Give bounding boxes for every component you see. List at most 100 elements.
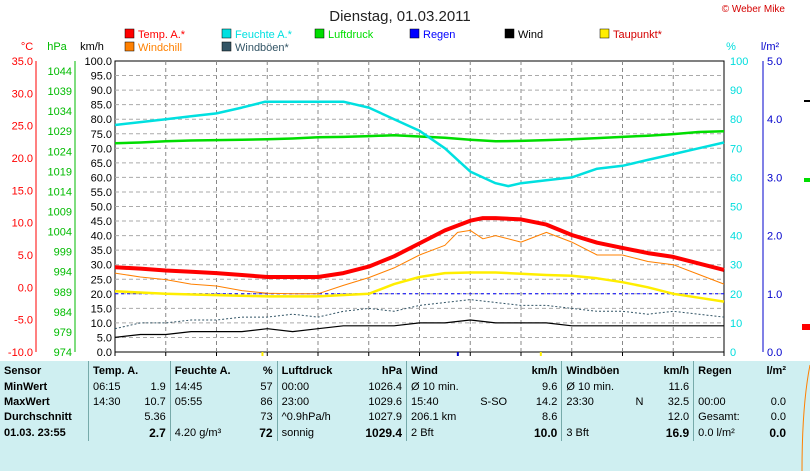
axis-tick-label: 40.0 xyxy=(91,231,112,243)
edge-panel xyxy=(790,361,810,471)
axis-tick-label: 1004 xyxy=(48,227,72,239)
temp-header: Temp. A. xyxy=(88,361,171,379)
axis-tick-label: 5.0 xyxy=(767,56,782,68)
chart-title: Dienstag, 01.03.2011 xyxy=(329,8,471,25)
axis-tick-label: 1029 xyxy=(48,126,72,138)
axis-tick-label: 75.0 xyxy=(91,129,112,141)
stats-row-max: MaxWert 14:30 10.7 05:55 86 23:00 1029.6… xyxy=(0,394,790,410)
boeen-header: Windböen xyxy=(561,361,652,379)
right-edge-strip xyxy=(790,0,810,472)
luftdruck-forecast: sonnig xyxy=(276,425,351,441)
axis-tick-label: 45.0 xyxy=(91,216,112,228)
feuchte-value: 86 xyxy=(260,396,273,409)
axis-tick-label: 1039 xyxy=(48,86,72,98)
axis-tick-label: 0.0 xyxy=(18,282,33,294)
legend-swatch xyxy=(124,41,135,52)
temp-time xyxy=(88,409,134,426)
legend-swatch xyxy=(409,28,420,39)
axis-tick-label: 5.0 xyxy=(97,332,112,344)
axis-tick-label: 90.0 xyxy=(91,85,112,97)
axis-tick-label: 100 xyxy=(730,56,748,68)
axis-tick-label: -10.0 xyxy=(8,347,33,359)
boeen-value: 16.9 xyxy=(665,425,690,440)
axis-tick-label: 5.0 xyxy=(18,250,33,262)
axis-tick-label: 70 xyxy=(730,143,742,155)
temp-value: 10.7 xyxy=(144,396,166,409)
row-label: 01.03. 23:55 xyxy=(4,426,66,439)
axis-tick-label: 10 xyxy=(730,318,742,330)
wind-value: 14.2 xyxy=(535,396,558,409)
axis-tick-label: 50 xyxy=(730,202,742,214)
axis-tick-label: 55.0 xyxy=(91,187,112,199)
wind-value: 9.6 xyxy=(542,380,558,393)
axes-units: °C hPa km/h% l/m² xyxy=(21,41,780,53)
row-label: MinWert xyxy=(4,380,48,393)
axis-tick-label: 30.0 xyxy=(91,260,112,272)
wind-dir xyxy=(476,410,519,425)
boeen-dir: N xyxy=(635,396,644,409)
plot-grid xyxy=(115,61,724,352)
axis-ticks: 35.0 30.0 25.0 20.0 15.0 10.0 5.0 0.0 -5.0 -10.0 1… xyxy=(8,56,782,359)
luftdruck-time: 00:00 xyxy=(276,379,351,395)
chart-series xyxy=(114,100,725,338)
wind-value: 8.6 xyxy=(542,411,558,424)
wind-value: 10.0 xyxy=(533,425,558,440)
legend-label: Taupunkt* xyxy=(613,29,663,41)
feuchte-value: 72 xyxy=(259,425,273,440)
luftdruck-value: 1026.4 xyxy=(368,380,403,393)
axis-tick-label: 999 xyxy=(54,247,72,259)
stats-panel: Sensor Temp. A. Feuchte A. % Luftdruck h… xyxy=(0,361,790,471)
copyright-label: © Weber Mike xyxy=(722,4,786,15)
series-line xyxy=(114,271,725,303)
axis-tick-label: 25.0 xyxy=(91,274,112,286)
axis-tick-label: -5.0 xyxy=(14,315,33,327)
axis-tick-label: 25.0 xyxy=(12,121,33,133)
temp-value: 5.36 xyxy=(144,411,166,424)
axis-tick-label: 30.0 xyxy=(12,88,33,100)
luftdruck-header: Luftdruck xyxy=(276,361,351,379)
luftdruck-value: 1027.9 xyxy=(368,411,403,424)
regen-value: 0.0 xyxy=(769,425,786,440)
axis-tick-label: 60.0 xyxy=(91,172,112,184)
axis-tick-label: 50.0 xyxy=(91,202,112,214)
boeen-bft: 3 Bft xyxy=(561,425,632,441)
axis-tick-label: 40 xyxy=(730,231,742,243)
legend-label: Windböen* xyxy=(235,42,290,54)
axis-tick-label: 35.0 xyxy=(12,56,33,68)
axis-tick-label: 70.0 xyxy=(91,143,112,155)
axis-tick-label: 1024 xyxy=(48,146,72,158)
stats-header-row: Sensor Temp. A. Feuchte A. % Luftdruck h… xyxy=(0,361,790,379)
legend-label: Wind xyxy=(518,29,543,41)
legend-swatch xyxy=(124,28,135,39)
axis-tick-label: 0.0 xyxy=(767,347,782,359)
axis-tick-label: 1014 xyxy=(48,186,72,198)
axis-tick-label: 20 xyxy=(730,289,742,301)
boeen-unit: km/h xyxy=(663,365,690,377)
temp-value: 2.7 xyxy=(149,425,166,440)
luftdruck-unit: hPa xyxy=(381,365,403,377)
luftdruck-time: 23:00 xyxy=(276,394,351,410)
series-line xyxy=(114,229,725,295)
legend-swatch xyxy=(221,28,232,39)
feuchte-header: Feuchte A. xyxy=(169,361,250,379)
stats-table: Sensor Temp. A. Feuchte A. % Luftdruck h… xyxy=(0,361,790,441)
axis-tick-label: 0.0 xyxy=(97,347,112,359)
row-label: Sensor xyxy=(4,365,42,377)
series-line xyxy=(114,319,724,338)
boeen-value: 11.6 xyxy=(668,380,690,393)
stats-row-current: 01.03. 23:55 2.7 4.20 g/m³ 72 sonnig 102… xyxy=(0,425,790,441)
wind-label: 206.1 km xyxy=(406,409,477,426)
series-line xyxy=(114,100,725,188)
boeen-dir xyxy=(632,410,652,425)
series-line xyxy=(114,129,725,145)
axis-tick-label: 100.0 xyxy=(84,56,112,68)
legend-label: Regen xyxy=(423,29,455,41)
axis-tick-label: 20.0 xyxy=(12,153,33,165)
axis-tick-label: 984 xyxy=(54,307,72,319)
temp-time xyxy=(88,425,134,441)
event-markers: 10:5807:1414:5618:12 xyxy=(261,352,542,356)
axis-tick-label: 1034 xyxy=(48,106,72,118)
row-label: MaxWert xyxy=(4,396,50,409)
wind-dir: S-SO xyxy=(480,396,508,409)
axis-tick-label: 1019 xyxy=(48,166,72,178)
